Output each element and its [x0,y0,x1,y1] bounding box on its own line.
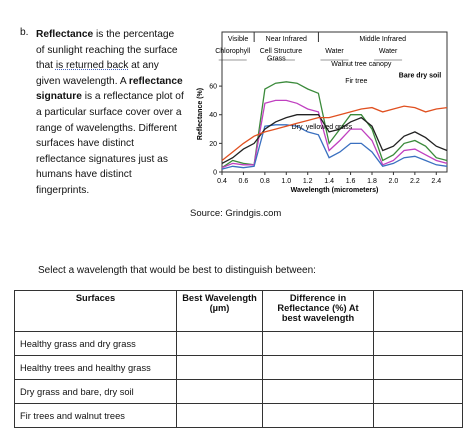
text-run: is returned back [55,60,129,72]
header-row: Surfaces Best Wavelength (µm) Difference i… [14,290,463,332]
sub-band-label: Chlorophyll [215,48,250,55]
row: Healthy grass and dry grass [14,331,463,356]
x-tick-label: 2.0 [389,178,399,185]
series-label: Walnut tree canopy [331,61,392,68]
series-label: Dry, yellowed grass [292,124,353,131]
x-axis-label: Wavelength (micrometers) [291,187,379,194]
series-line [221,124,448,170]
series-line [221,99,448,169]
header-cell: Difference in Reflectance (%) At best wa… [262,290,374,332]
band-label: Middle Infrared [359,36,406,43]
prompt: Select a wavelength that would be best t… [38,265,316,276]
series-line [221,105,448,162]
sub-band-label: Cell Structure [260,48,303,55]
answer-table: Surfaces Best Wavelength (µm) Difference i… [14,290,463,428]
band-label: Visible [228,36,249,43]
x-tick-label: 1.0 [281,178,291,185]
answer-cell[interactable] [176,355,263,380]
y-tick-label: 60 [209,84,217,91]
x-tick-label: 1.4 [324,178,334,185]
surface-cell: Healthy grass and dry grass [14,331,177,356]
y-tick-label: 20 [209,141,217,148]
series-line [221,114,448,164]
answer-cell[interactable] [262,331,374,356]
series-label: Bare dry soil [399,73,441,80]
header-cell: Best Wavelength (µm) [176,290,263,332]
y-tick-label: 40 [209,112,217,119]
source: Source: Grindgis.com [190,208,282,219]
x-tick-label: 2.4 [431,178,441,185]
x-tick-label: 1.6 [346,178,356,185]
x-tick-label: 0.6 [239,178,249,185]
series-line [221,81,448,169]
answer-cell[interactable] [262,403,374,428]
header-cell: Surfaces [14,290,177,332]
sub-band-label: Water [325,48,344,55]
sub-band-label: Water [379,48,398,55]
answer-cell[interactable] [176,331,263,356]
answer-cell[interactable] [262,379,374,404]
answer-cell[interactable] [176,403,263,428]
row: Fir trees and walnut trees [14,403,463,428]
plot-frame [221,31,448,173]
y-axis-label: Reflectance (%) [197,88,204,140]
x-tick-label: 1.2 [303,178,313,185]
answer-cell[interactable] [262,355,374,380]
chart: Visible Near Infrared Middle Infrared Chlor… [197,31,448,194]
series-label: Grass [267,55,286,62]
row: Healthy trees and healthy grass [14,355,463,380]
text-run: at any given wavelength. A [36,60,159,87]
answer-cell[interactable] [373,331,463,356]
text-run: Reflectance [36,29,94,40]
answer-cell[interactable] [373,379,463,404]
row: Dry grass and bare, dry soil [14,379,463,404]
text-run: is the percentage of sunlight reaching t… [36,29,178,72]
series-label: Fir tree [345,78,367,85]
band-label: Near Infrared [266,36,307,43]
paragraph: Reflectance is the percentage of sunligh… [36,27,184,199]
answer-cell[interactable] [373,355,463,380]
x-tick-label: 0.4 [217,178,227,185]
text-run: reflectance signature [36,75,183,103]
y-tick-label: 0 [213,170,217,177]
header-cell [373,290,463,332]
x-tick-label: 2.2 [410,178,420,185]
text-run: is a reflectance plot of a particular su… [36,91,184,196]
x-tick-label: 0.8 [260,178,270,185]
surface-cell: Healthy trees and healthy grass [14,355,177,380]
surface-cell: Fir trees and walnut trees [14,403,177,428]
x-tick-label: 1.8 [367,178,377,185]
question-label: b. [20,27,29,38]
surface-cell: Dry grass and bare, dry soil [14,379,177,404]
answer-cell[interactable] [373,403,463,428]
answer-cell[interactable] [176,379,263,404]
